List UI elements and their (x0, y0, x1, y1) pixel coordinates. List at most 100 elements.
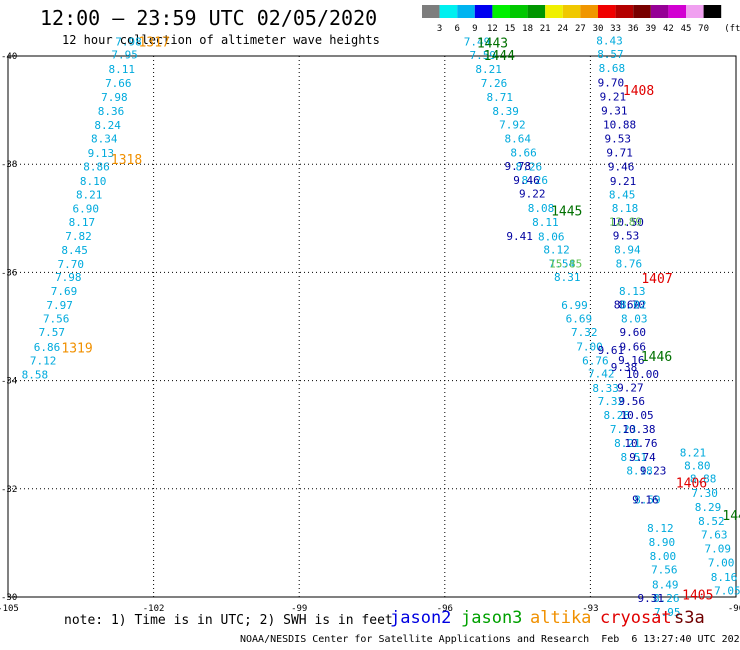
legend-swatch (703, 5, 722, 18)
legend-swatch (668, 5, 686, 18)
wave-height-value: 9.46 (608, 161, 635, 174)
wave-height-value: 8.26 (516, 161, 543, 174)
wave-height-value: 9.78 (504, 160, 530, 173)
satellite-cryosat: cryosat (600, 608, 672, 628)
wave-height-value: 9.71 (606, 147, 633, 160)
wave-height-value: 9.23 (640, 465, 667, 478)
satellite-altika: altika (530, 608, 592, 628)
wave-height-value: 7.49 (464, 36, 491, 49)
wave-height-value: 9.16 (632, 493, 659, 506)
wave-height-value: 8.64 (504, 133, 531, 146)
legend-label: 70 (698, 24, 709, 34)
wave-height-value: 8.11 (108, 63, 134, 76)
legend-label: 27 (575, 24, 586, 34)
wave-height-value: 8.68 (599, 62, 626, 75)
lon-tick-label: -99 (291, 604, 307, 614)
wave-height-value: 7.95 (654, 606, 681, 619)
wave-height-value: 8.03 (621, 313, 648, 326)
wave-height-value: 8.21 (475, 63, 502, 76)
legend-label: 18 (522, 24, 533, 34)
legend-label: 15 (505, 24, 516, 34)
wave-height-value: 12.89 (609, 215, 642, 228)
wave-height-value: 9.31 (637, 592, 664, 605)
legend-label: 24 (557, 24, 568, 34)
wave-height-value: 8.12 (647, 522, 674, 535)
legend-swatch (510, 5, 528, 18)
pass-time-label: 1406 (676, 477, 707, 492)
wave-height-value: 15.85 (549, 258, 582, 271)
wave-height-value: 8.34 (91, 133, 118, 146)
legend-label: 45 (681, 24, 692, 34)
legend-swatch (474, 5, 493, 18)
wave-height-value: 10.00 (626, 368, 659, 381)
wave-height-value: 7.66 (105, 77, 132, 90)
wave-height-value: 7.92 (499, 118, 526, 131)
pass-time-label: 1408 (623, 84, 654, 99)
wave-height-value: 8.11 (532, 216, 559, 229)
wave-height-value: 8.71 (487, 91, 514, 104)
wave-height-value: 7.09 (704, 543, 731, 556)
wave-height-value: 8.00 (650, 550, 677, 563)
units-note: note: 1) Time is in UTC; 2) SWH is in fe… (64, 613, 393, 628)
map-title: 12:00 – 23:59 UTC 02/05/2020 (40, 6, 378, 30)
wave-height-value: 8.80 (684, 459, 711, 472)
wave-height-value: 7.32 (598, 395, 625, 408)
map-frame (7, 55, 737, 598)
wave-height-value: 8.62 (614, 299, 641, 312)
wave-height-value: 9.53 (604, 133, 631, 146)
wave-height-value: 9.56 (619, 395, 646, 408)
wave-height-value: 7.98 (101, 91, 128, 104)
wave-height-value: 7.23 (610, 423, 637, 436)
wave-height-value: 6.90 (73, 202, 100, 215)
wave-height-value: 8.08 (528, 202, 555, 215)
wave-height-value: 7.54 (549, 258, 576, 271)
wave-height-value: 7.69 (51, 285, 78, 298)
wave-height-value: 9.27 (617, 381, 644, 394)
wave-height-value: 8.59 (634, 493, 661, 506)
wave-height-value: 8.76 (616, 258, 643, 271)
wave-height-value: 7.00 (576, 340, 603, 353)
wave-height-value: 8.26 (653, 592, 680, 605)
wave-height-value: 8.28 (604, 409, 631, 422)
wave-height-value: 8.16 (711, 571, 738, 584)
satellite-s3a: s3a (674, 608, 705, 628)
pass-time-label: 1318 (111, 153, 142, 168)
wave-height-value: 8.94 (614, 243, 641, 256)
legend-swatch (686, 5, 704, 18)
wave-height-value: 8.52 (698, 515, 725, 528)
wave-height-value: 9.22 (519, 188, 546, 201)
wave-height-value: 9.21 (600, 90, 627, 103)
wave-height-value: 9.16 (618, 354, 645, 367)
legend-swatch (650, 5, 669, 18)
wave-height-value: 8.57 (597, 48, 624, 61)
wave-height-value: 9.74 (629, 451, 656, 464)
lat-tick-label: -40 (1, 52, 17, 62)
legend-label: 9 (472, 24, 477, 34)
lon-tick-label: -96 (437, 604, 453, 614)
wave-height-value: 8.10 (80, 175, 107, 188)
wave-height-value: 9.70 (598, 76, 625, 89)
pass-time-label: 1446 (641, 350, 672, 365)
wave-height-value: 7.42 (588, 367, 615, 380)
wave-height-value: 7.57 (39, 326, 66, 339)
lat-tick-label: -32 (1, 485, 17, 495)
wave-height-value: 8.49 (652, 578, 679, 591)
wave-height-value: 8.51 (620, 451, 647, 464)
legend-label: 6 (454, 24, 459, 34)
wave-height-value: 8.45 (61, 244, 88, 257)
pass-time-label: 1317 (139, 35, 170, 50)
wave-height-value: 8.26 (521, 174, 548, 187)
wave-height-value: 8.21 (76, 188, 103, 201)
lon-tick-label: -102 (143, 604, 165, 614)
wave-height-value: 9.46 (513, 174, 540, 187)
lat-tick-label: -34 (1, 377, 17, 387)
wave-height-value: 10.76 (624, 437, 657, 450)
wave-height-value: 8.70 (619, 299, 646, 312)
wave-height-value: 8.39 (492, 105, 519, 118)
lon-tick-label: -93 (582, 604, 598, 614)
wave-height-value: 8.66 (510, 147, 537, 160)
wave-height-value: 6.76 (582, 354, 609, 367)
wave-height-value: 9.66 (620, 340, 647, 353)
